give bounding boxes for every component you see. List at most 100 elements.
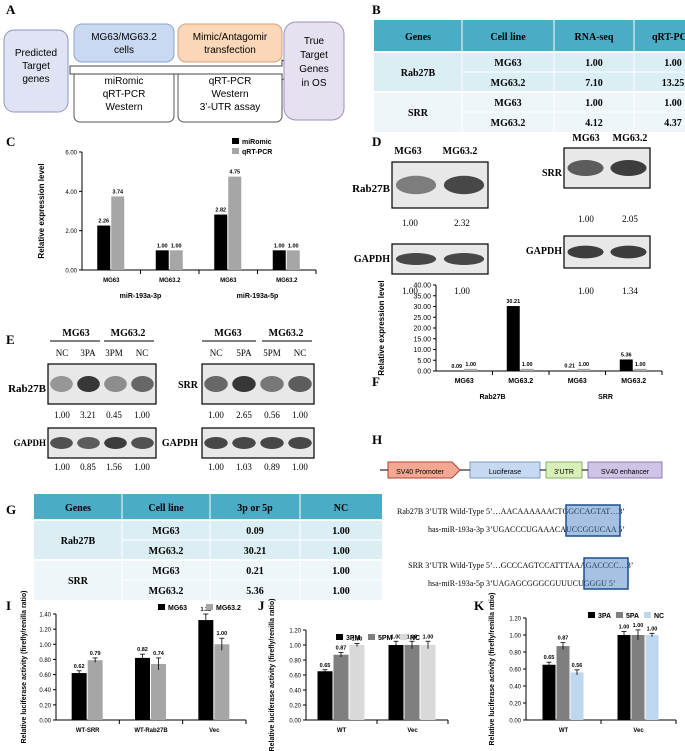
data-label: 5.36 (621, 352, 632, 358)
mirna-label: has-miR-193a-3p (428, 525, 484, 534)
y-tick-label: 1.20 (39, 628, 51, 634)
bar-3PA-WT (542, 664, 556, 720)
bar-NC-MG63 (577, 368, 591, 371)
blot-label: Rab27B (8, 383, 47, 395)
blot-e-srr-band (204, 376, 228, 392)
table-g-value-cell: MG63.2 (149, 586, 184, 597)
blot-label: SRR (178, 380, 199, 391)
y-tick-label: 0.60 (289, 674, 301, 680)
x-tick-label: MG63 (220, 278, 237, 284)
bar-qRT-PCR-MG63.2 (286, 250, 300, 270)
data-label: 1.00 (407, 634, 418, 640)
lane-label: NC (294, 348, 307, 358)
bar-5PM-WT (333, 654, 349, 720)
band-quant: 1.00 (454, 286, 470, 296)
table-b-gene-cell: Rab27B (401, 68, 436, 79)
utr-label: SRR 3’UTR Wild-Type (408, 561, 484, 570)
blot-d-gapdh-left-band (395, 253, 437, 265)
data-label: 1.00 (423, 634, 434, 640)
blot-e-gapdh-right-band (260, 437, 284, 449)
construct-label: Luciferase (489, 469, 521, 476)
lane-label: NC (56, 348, 69, 358)
table-g-header-cell: 3p or 5p (237, 503, 273, 514)
mirna-sequence: 3’UGACCCUGAAACAUCCGGUCAA 5’ (486, 525, 625, 534)
y-tick-label: 35.00 (413, 293, 431, 300)
mirna-label: hsa-miR-193a-5p (428, 579, 484, 588)
lane-label: 3PM (105, 348, 123, 358)
y-tick-label: 1.40 (39, 613, 51, 619)
y-tick-label: 4.00 (65, 190, 77, 196)
data-label: 2.82 (215, 208, 226, 214)
bar-treated-MG63.2 (619, 359, 633, 371)
bar-miRomic-MG63 (97, 225, 111, 270)
y-tick-label: 1.20 (509, 617, 521, 623)
x-tick-label: MG63 (103, 278, 120, 284)
y-axis-title: Relative luciferase activity (firefly/re… (489, 593, 496, 746)
bar-qRT-PCR-MG63 (228, 176, 242, 270)
band-quant: 2.65 (236, 410, 252, 420)
bar-MG63.2-Vec (214, 644, 230, 720)
data-label: 1.00 (619, 625, 630, 631)
legend-k-swatch (588, 612, 595, 618)
band-quant: 1.00 (54, 410, 70, 420)
panel-label: D (372, 134, 381, 149)
construct-sv40-promoter (387, 461, 461, 479)
y-tick-label: 0.00 (289, 719, 301, 725)
bar-miRomic-MG63.2 (272, 250, 286, 270)
supergroup-label: SRR (598, 394, 613, 401)
y-tick-label: 15.00 (413, 336, 431, 343)
blot-e-gapdh-left-band (77, 437, 100, 449)
legend-k-swatch (616, 612, 623, 618)
data-label: 1.00 (578, 362, 589, 368)
table-b-value-cell: 1.00 (585, 98, 603, 109)
bar-MG63-WT-SRR (71, 673, 87, 720)
blot-label: GAPDH (14, 438, 47, 448)
workflow-true-targets-line: in OS (301, 78, 326, 89)
table-g-value-cell: 1.00 (332, 526, 350, 537)
table-b-header-bg (374, 20, 685, 52)
legend-k-swatch (644, 612, 651, 618)
table-g-value-cell: MG63.2 (149, 546, 184, 557)
blot-e-rab27b-band (77, 376, 100, 392)
table-b-value-cell: MG63 (494, 98, 521, 109)
bar-NC-WT (349, 645, 365, 720)
band-quant: 1.00 (292, 410, 308, 420)
legend-k-text: 3PA (598, 613, 611, 620)
workflow-assays-line: Western (211, 89, 248, 100)
workflow-box-true-targets (283, 21, 345, 121)
band-quant: 1.00 (578, 286, 594, 296)
panel-label: K (474, 598, 485, 613)
table-g-gene-cell: Rab27B (61, 536, 96, 547)
band-quant: 1.00 (54, 462, 70, 472)
y-tick-label: 1.00 (289, 644, 301, 650)
y-tick-label: 1.20 (289, 629, 301, 635)
bar-qRT-PCR-MG63.2 (169, 250, 183, 270)
table-b-header-cell: Cell line (490, 32, 526, 43)
data-label: 0.87 (336, 646, 347, 652)
group-header: MG63 (214, 328, 241, 339)
y-tick-label: 0.80 (509, 651, 521, 657)
y-tick-label: 2.00 (65, 229, 77, 235)
workflow-true-targets-line: Target (300, 50, 328, 61)
workflow-cells-line: MG63/MG63.2 (91, 32, 157, 43)
data-label: 1.00 (635, 362, 646, 368)
blot-e-srr-band (260, 376, 284, 392)
y-tick-label: 30.00 (413, 304, 431, 311)
column-header: MG63 (572, 133, 599, 144)
y-axis-title: Relative expression level (37, 163, 46, 258)
data-label: 1.00 (633, 623, 644, 629)
blot-d-gapdh-right-band (610, 245, 647, 259)
bar-NC-WT (570, 672, 584, 720)
seed-match-box (565, 504, 621, 537)
band-quant: 0.56 (264, 410, 280, 420)
workflow-miromic-line: miRomic (105, 76, 144, 87)
table-g-value-cell: 5.36 (246, 586, 264, 597)
table-g-header-cell: NC (334, 503, 348, 514)
x-tick-label: WT (559, 728, 569, 734)
band-quant: 1.34 (622, 286, 638, 296)
band-quant: 1.03 (236, 462, 252, 472)
y-axis-title: Relative luciferase activity (firefly/re… (269, 599, 276, 751)
workflow-predicted-line: Target (22, 61, 50, 72)
data-label: 0.09 (451, 364, 462, 370)
